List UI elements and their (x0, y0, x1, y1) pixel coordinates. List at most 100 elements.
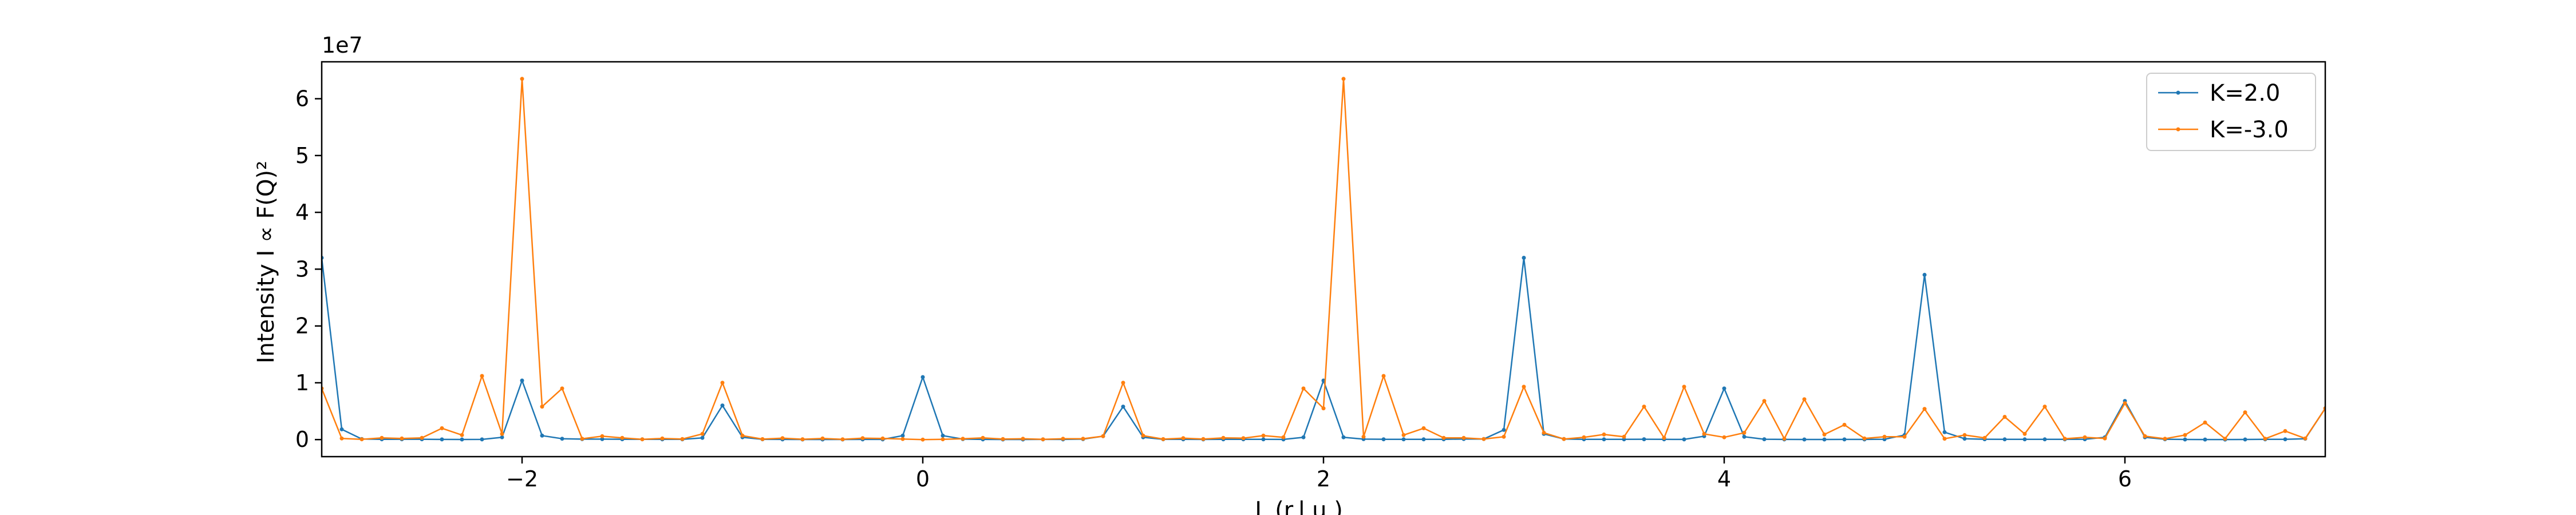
series-1-point (941, 433, 945, 438)
offset-text: 1e7 (322, 33, 363, 58)
series-1-point (1742, 434, 1747, 439)
series-1-point (1522, 256, 1526, 260)
plot-area (322, 77, 2325, 442)
series-1-point (480, 437, 484, 442)
series-1-point (500, 435, 504, 439)
series-2-point (1141, 433, 1145, 438)
x-tick-label: 4 (1717, 466, 1731, 492)
series-2-point (2022, 431, 2027, 436)
y-tick-label: 1 (295, 370, 309, 395)
series-1-point (560, 437, 564, 441)
series-2-point (1301, 386, 1306, 391)
x-tick-label: −2 (506, 466, 538, 492)
series-1-point (1502, 427, 1506, 432)
series-2-point (1902, 434, 1907, 439)
series-1-point (1722, 386, 1726, 391)
x-tick-label: 2 (1317, 466, 1330, 492)
series-1-point (1421, 437, 1426, 442)
series-1-point (900, 433, 905, 438)
series-1-point (1962, 437, 1967, 441)
series-2-point (880, 436, 885, 441)
series-2-point (1481, 437, 1486, 441)
legend-label-k-neg3: K=-3.0 (2210, 117, 2289, 143)
series-1-point (720, 403, 725, 408)
series-2-point (1702, 431, 1706, 436)
series-1-point (600, 437, 605, 441)
axis-labels: 1e7 L (r.l.u.) Intensity I ∝ F(Q)² (253, 33, 1343, 515)
series-2-point (460, 433, 464, 437)
series-2-point (1862, 436, 1867, 441)
series-1-point (1682, 437, 1686, 442)
series-2-point (580, 437, 584, 441)
x-ticks: −2 0 2 4 6 (506, 457, 2132, 492)
series-2-point (1642, 405, 1646, 409)
series-1-point (1121, 405, 1125, 409)
series-2-point (740, 433, 745, 438)
series-2-point (1882, 434, 1887, 439)
series-2-point (760, 437, 765, 441)
series-2 (322, 77, 2325, 442)
series-1-point (920, 375, 925, 379)
series-2-point (680, 437, 685, 441)
series-2-point (961, 437, 965, 441)
series-2-point (2243, 410, 2247, 415)
y-tick-label: 6 (295, 86, 309, 112)
series-2-point (1421, 426, 1426, 430)
series-1-point (2283, 437, 2287, 442)
series-1-point (2243, 437, 2247, 442)
series-2-point (2083, 435, 2087, 439)
series-2-point (2063, 437, 2067, 441)
series-1-point (1922, 272, 1927, 277)
series-1-point (1401, 437, 1406, 442)
series-1-point (2183, 437, 2187, 442)
series-2-point (660, 436, 665, 441)
series-2-point (2203, 420, 2207, 425)
series-2-point (860, 436, 865, 441)
series-1-point (1642, 437, 1646, 442)
series-2-point (1722, 435, 1726, 439)
series-2-point (400, 436, 404, 441)
series-2-point (1001, 437, 1005, 441)
series-1-point (440, 437, 444, 442)
legend: K=2.0 K=-3.0 (2146, 73, 2316, 151)
series-2-point (1161, 437, 1165, 441)
series-2-point (620, 435, 625, 440)
series-2-point (1321, 406, 1326, 411)
series-1-point (1942, 430, 1947, 434)
series-2-point (1842, 422, 1847, 427)
series-2-point (1922, 407, 1927, 411)
series-2-point (1281, 435, 1286, 439)
series-2-point (339, 436, 344, 441)
series-2-point (520, 77, 524, 81)
series-2-point (1361, 434, 1366, 439)
series-2-point (1081, 437, 1085, 441)
series-2-point (1441, 435, 1446, 440)
series-1-point (1802, 437, 1807, 442)
series-2-point (1662, 435, 1666, 440)
series-2-point (1582, 435, 1586, 439)
series-1-point (2042, 437, 2047, 442)
series-2-point (720, 381, 725, 385)
series-2-point (700, 431, 705, 436)
series-2-point (1221, 435, 1226, 440)
series-2-point (1181, 436, 1186, 441)
series-1-point (1842, 437, 1847, 442)
axes-frame (321, 61, 2326, 458)
series-1-line (322, 257, 2325, 441)
series-1-point (460, 437, 464, 442)
series-2-point (800, 437, 805, 442)
y-ticks: 0 1 2 3 4 5 6 (295, 86, 322, 452)
y-tick-label: 2 (295, 314, 309, 339)
series-2-point (1682, 385, 1686, 389)
series-2-point (2223, 437, 2227, 441)
series-2-point (1802, 397, 1807, 402)
series-2-point (2123, 401, 2127, 406)
series-2-point (840, 437, 845, 442)
series-1-point (1602, 437, 1606, 442)
series-2-point (780, 436, 785, 441)
series-2-point (1742, 430, 1747, 435)
x-tick-label: 0 (916, 466, 930, 492)
series-2-point (1121, 381, 1125, 385)
series-2-point (500, 431, 504, 436)
